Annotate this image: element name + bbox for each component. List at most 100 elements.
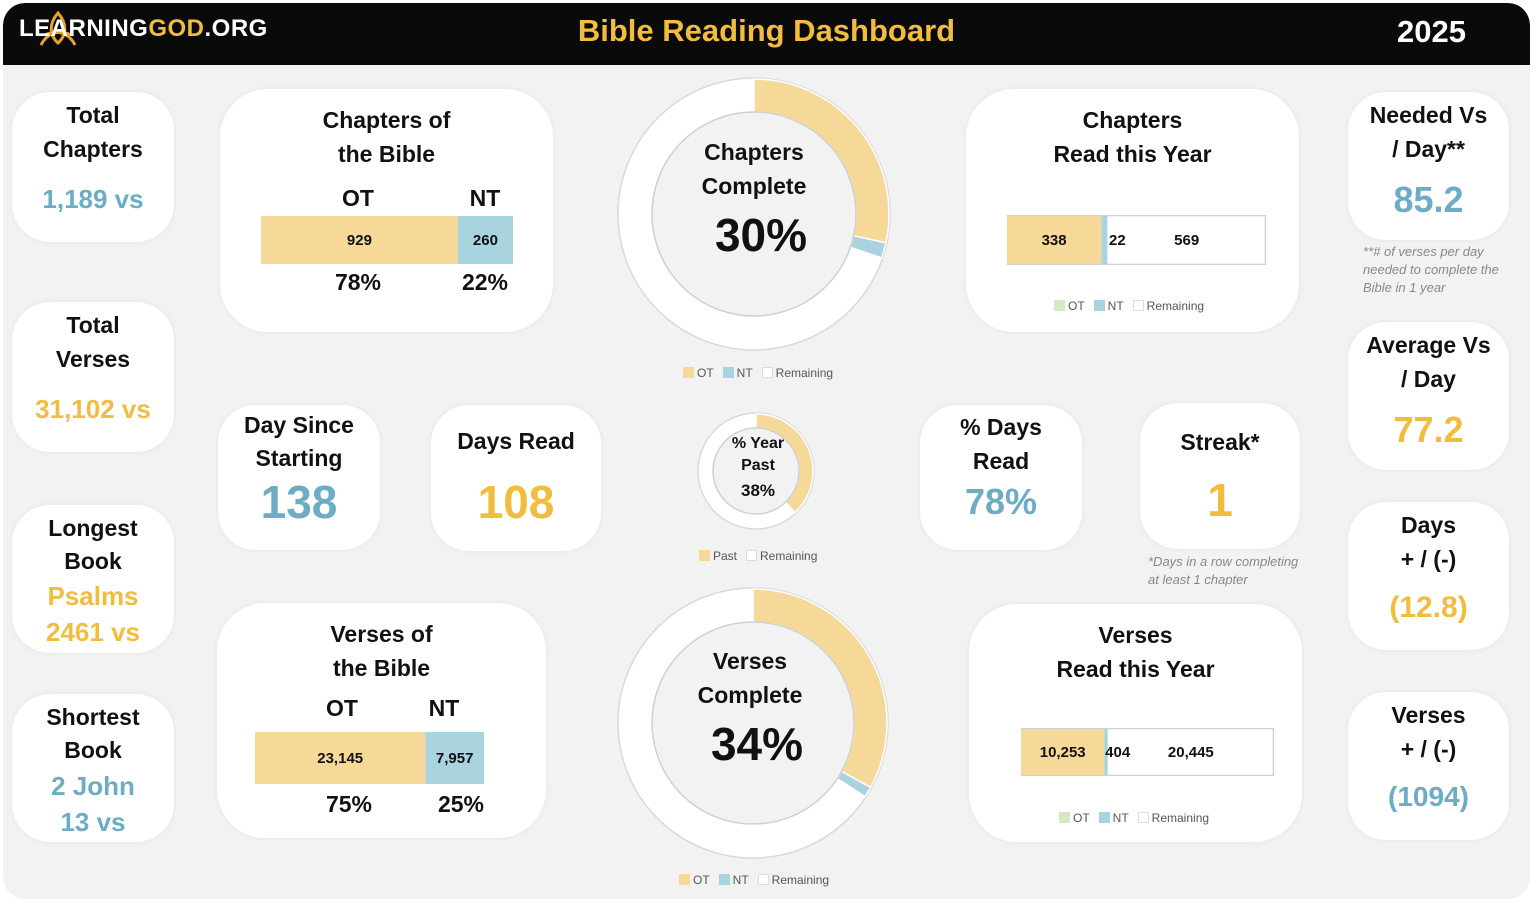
total-chapters-label-1: Total [66, 102, 120, 128]
day-since-starting-card: Day Since Starting 138 [218, 405, 380, 550]
verses-complete-label-1: Verses [712, 648, 788, 674]
longest-book-name: Psalms [47, 581, 139, 611]
bar-value-label-remaining: 569 [1174, 232, 1199, 249]
bar-value-label-ot: 23,145 [317, 750, 363, 767]
verses-plus-minus-card: Verses + / (-) (1094) [1348, 692, 1509, 840]
dashboard-frame: LEARNINGGOD.ORG Bible Reading Dashboard … [3, 3, 1530, 899]
days-read-card: Days Read 108 [431, 405, 601, 551]
bar-segment-nt [1101, 216, 1108, 264]
legend-remaining-label: Remaining [775, 366, 834, 380]
verses-read-year-card: Verses Read this Year 10,253 404 20,445 OT… [969, 604, 1302, 842]
bar-segment-nt [1104, 729, 1108, 775]
bar-segment-ot [261, 216, 458, 264]
needed-verses-label-1: Needed Vs [1369, 102, 1488, 128]
verses-read-year-bar: 10,253 404 20,445 [1021, 728, 1274, 776]
legend-remaining-swatch [761, 367, 773, 378]
logo-text-god: GOD [148, 15, 205, 42]
donut-hole [712, 427, 800, 515]
legend-ot-swatch [683, 367, 694, 378]
longest-book-label-2: Book [64, 548, 122, 574]
needed-verses-value: 85.2 [1393, 179, 1464, 220]
bar-segment-nt [457, 216, 513, 264]
average-verses-label-1: Average Vs [1366, 332, 1491, 358]
days-plus-minus-value: (12.8) [1389, 591, 1468, 624]
verses-plus-minus-label-2: + / (-) [1400, 736, 1457, 762]
verses-read-year-legend: OT NT Remaining [1059, 811, 1218, 825]
streak-label: Streak* [1180, 429, 1260, 455]
verses-of-bible-ot-percent: 75% [325, 791, 373, 817]
legend-ot-swatch [679, 874, 690, 885]
streak-note: *Days in a row completing at least 1 cha… [1148, 553, 1298, 589]
header-bar: LEARNINGGOD.ORG Bible Reading Dashboard … [3, 3, 1530, 65]
verses-complete-label-2: Complete [697, 682, 803, 708]
legend-ot-label: OT [697, 366, 714, 380]
verses-complete-donut [617, 587, 889, 859]
year-past-label-1: % Year [731, 435, 785, 452]
pct-days-read-card: % Days Read 78% [920, 405, 1082, 550]
legend-nt-label: NT [732, 873, 749, 887]
average-verses-card: Average Vs / Day 77.2 [1348, 322, 1509, 470]
shortest-book-name: 2 John [51, 771, 135, 801]
days-plus-minus-label-1: Days [1401, 512, 1456, 538]
streak-value: 1 [1207, 474, 1233, 526]
legend-nt-swatch [1093, 300, 1105, 311]
needed-verses-note-line-1: **# of verses per day [1363, 244, 1484, 259]
total-chapters-label-2: Chapters [43, 136, 143, 162]
needed-verses-card: Needed Vs / Day** 85.2 [1348, 92, 1509, 240]
chapters-complete-value: 30% [714, 209, 808, 261]
chapters-read-year-bar: 338 22 569 [1007, 215, 1266, 265]
total-verses-value: 31,102 vs [35, 394, 151, 424]
bar-value-label-ot: 10,253 [1040, 744, 1086, 761]
logo[interactable]: LEARNINGGOD.ORG [19, 15, 268, 43]
dashboard-title: Bible Reading Dashboard [577, 13, 956, 48]
chapters-complete-label-2: Complete [701, 173, 807, 199]
donut-hole [651, 111, 857, 317]
legend-nt-label: NT [1112, 811, 1129, 825]
chapters-of-bible-card: Chapters of the Bible OT NT 929 260 78% 2… [220, 89, 553, 332]
total-chapters-card: Total Chapters 1,189 vs [12, 92, 174, 242]
bar-value-label-nt: 260 [473, 232, 498, 249]
donut-hole [651, 621, 855, 825]
year-past-value: 38% [740, 481, 776, 500]
verses-of-bible-title-1: Verses of [330, 621, 433, 647]
logo-text-learning: LEARNING [19, 15, 149, 42]
year-past-label-2: Past [741, 457, 775, 474]
legend-nt-swatch [722, 367, 734, 378]
verses-complete-value: 34% [710, 718, 804, 770]
shortest-book-verses: 13 vs [60, 807, 126, 837]
legend-remaining-label: Remaining [1151, 811, 1210, 825]
verses-of-bible-title-2: the Bible [332, 655, 431, 681]
legend-ot-label: OT [1073, 811, 1090, 825]
pct-days-read-label-1: % Days [960, 414, 1042, 440]
chapters-complete-label-1: Chapters [704, 139, 804, 165]
total-verses-card: Total Verses 31,102 vs [12, 302, 174, 452]
bar-segment-ot [1021, 729, 1105, 775]
legend-remaining-label: Remaining [1146, 299, 1205, 313]
verses-read-year-title-1: Verses [1098, 622, 1173, 648]
chapters-complete-donut [617, 77, 891, 351]
days-plus-minus-card: Days + / (-) (12.8) [1348, 502, 1509, 650]
bar-value-label-nt: 22 [1109, 232, 1126, 249]
pct-days-read-label-2: Read [972, 448, 1030, 474]
legend-ot-swatch [1059, 812, 1070, 823]
year-past-legend: Past Remaining [699, 549, 826, 563]
shortest-book-label-1: Shortest [46, 704, 140, 730]
day-since-starting-label-1: Day Since [244, 412, 354, 438]
bar-segment-nt [425, 732, 484, 784]
legend-remaining-swatch [1137, 812, 1149, 823]
needed-verses-note-line-2: needed to complete the [1363, 262, 1499, 277]
day-since-starting-value: 138 [260, 476, 338, 528]
verses-plus-minus-value: (1094) [1388, 781, 1469, 812]
verses-plus-minus-label-1: Verses [1391, 702, 1466, 728]
chapters-of-bible-ot-percent: 78% [334, 269, 382, 295]
verses-of-bible-nt-header: NT [428, 695, 460, 721]
verses-complete-legend: OT NT Remaining [679, 873, 838, 887]
logo-text-org: .ORG [204, 15, 268, 42]
chapters-complete-legend: OT NT Remaining [683, 366, 842, 380]
legend-nt-swatch [1098, 812, 1110, 823]
needed-verses-note: **# of verses per day needed to complete… [1363, 243, 1499, 297]
streak-note-line-1: *Days in a row completing [1148, 554, 1299, 569]
bar-segment-ot [255, 732, 426, 784]
verses-of-bible-bar: 23,145 7,957 [255, 732, 484, 784]
trinity-knot-icon [39, 10, 77, 46]
